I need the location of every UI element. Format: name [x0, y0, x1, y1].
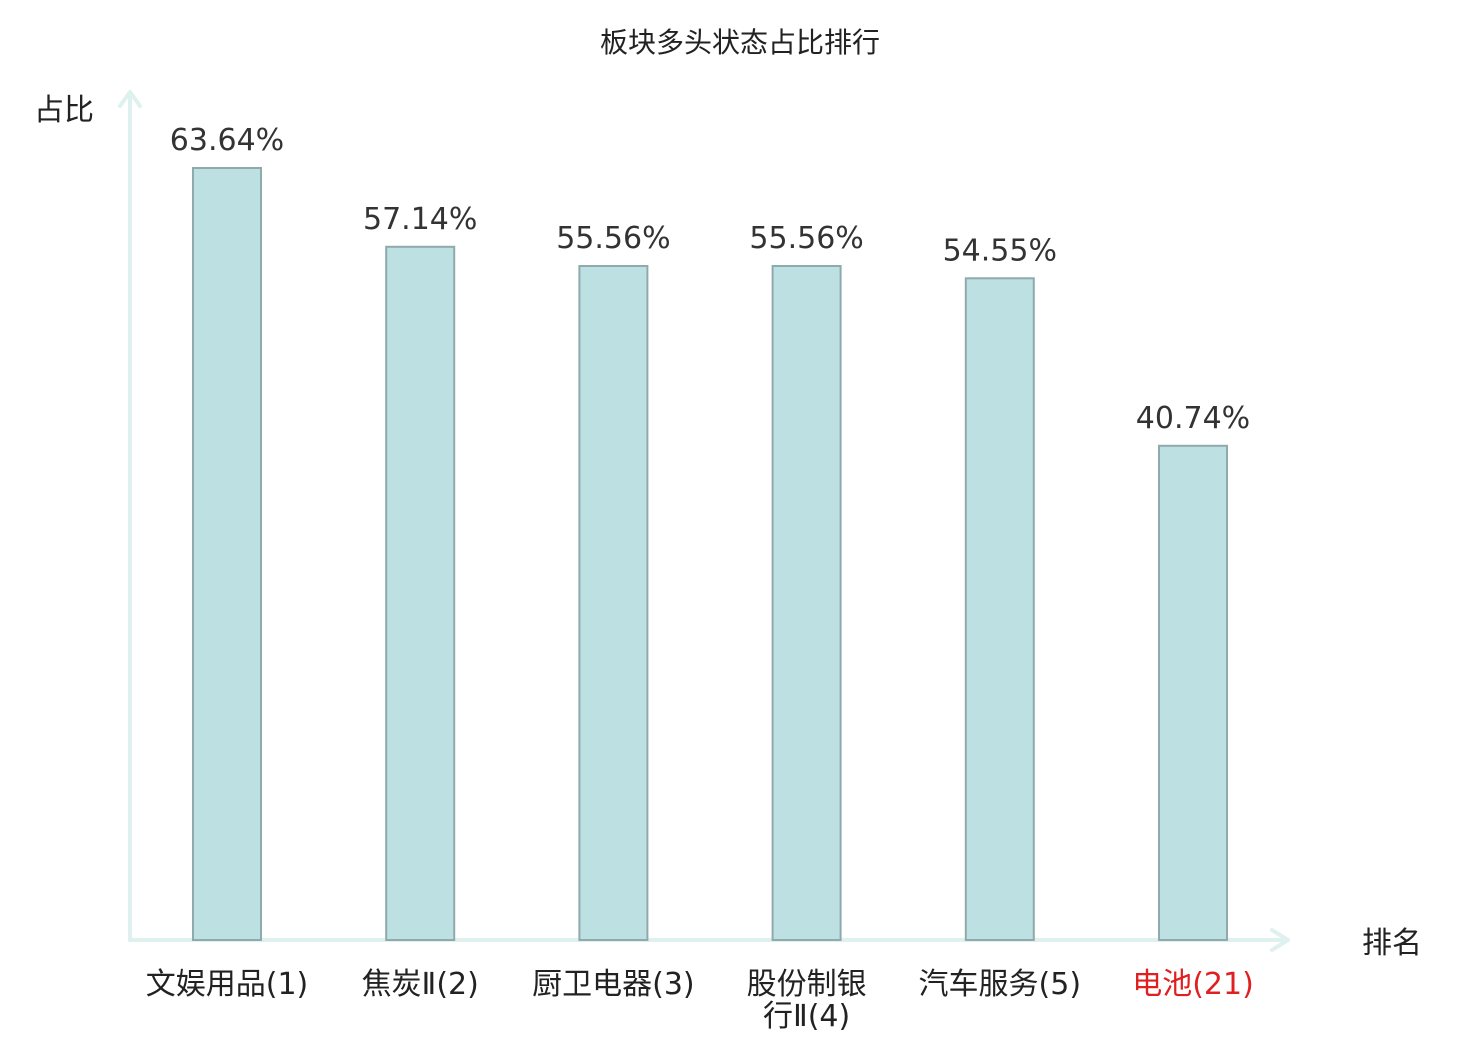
category-label-6: 电池(21) [1132, 967, 1254, 1002]
value-label-1: 63.64% [170, 123, 284, 158]
category-label-4: 股份制银行Ⅱ(4) [747, 967, 867, 1034]
y-axis-arrow-icon [118, 90, 142, 108]
value-label-6: 40.74% [1136, 401, 1250, 436]
x-axis-label: 排名 [1362, 926, 1422, 961]
x-axis-arrow-icon [1270, 928, 1290, 952]
category-labels-group: 文娱用品(1) 焦炭Ⅱ(2) 厨卫电器(3) 股份制银行Ⅱ(4) 汽车服务(5) 电池(2… [146, 967, 1254, 1034]
y-axis-label: 占比 [34, 93, 94, 128]
bar-2 [385, 245, 456, 942]
value-labels-group: 63.64% 57.14% 55.56% 55.56% 54.55% 40.74% [170, 123, 1250, 436]
bar-5 [964, 277, 1035, 941]
value-label-3: 55.56% [556, 221, 670, 256]
bar-4 [771, 265, 842, 941]
bar-3 [578, 265, 649, 941]
category-label-3: 厨卫电器(3) [532, 967, 695, 1002]
bar-1 [192, 167, 262, 941]
category-label-5: 汽车服务(5) [919, 967, 1082, 1002]
value-label-4: 55.56% [749, 221, 863, 256]
category-label-1: 文娱用品(1) [146, 967, 309, 1002]
bar-6 [1158, 444, 1228, 941]
chart-title: 板块多头状态占比排行 [600, 26, 880, 59]
category-label-2: 焦炭Ⅱ(2) [362, 967, 479, 1002]
value-label-5: 54.55% [943, 233, 1057, 268]
value-label-2: 57.14% [363, 202, 477, 237]
bars-group [192, 167, 1228, 942]
